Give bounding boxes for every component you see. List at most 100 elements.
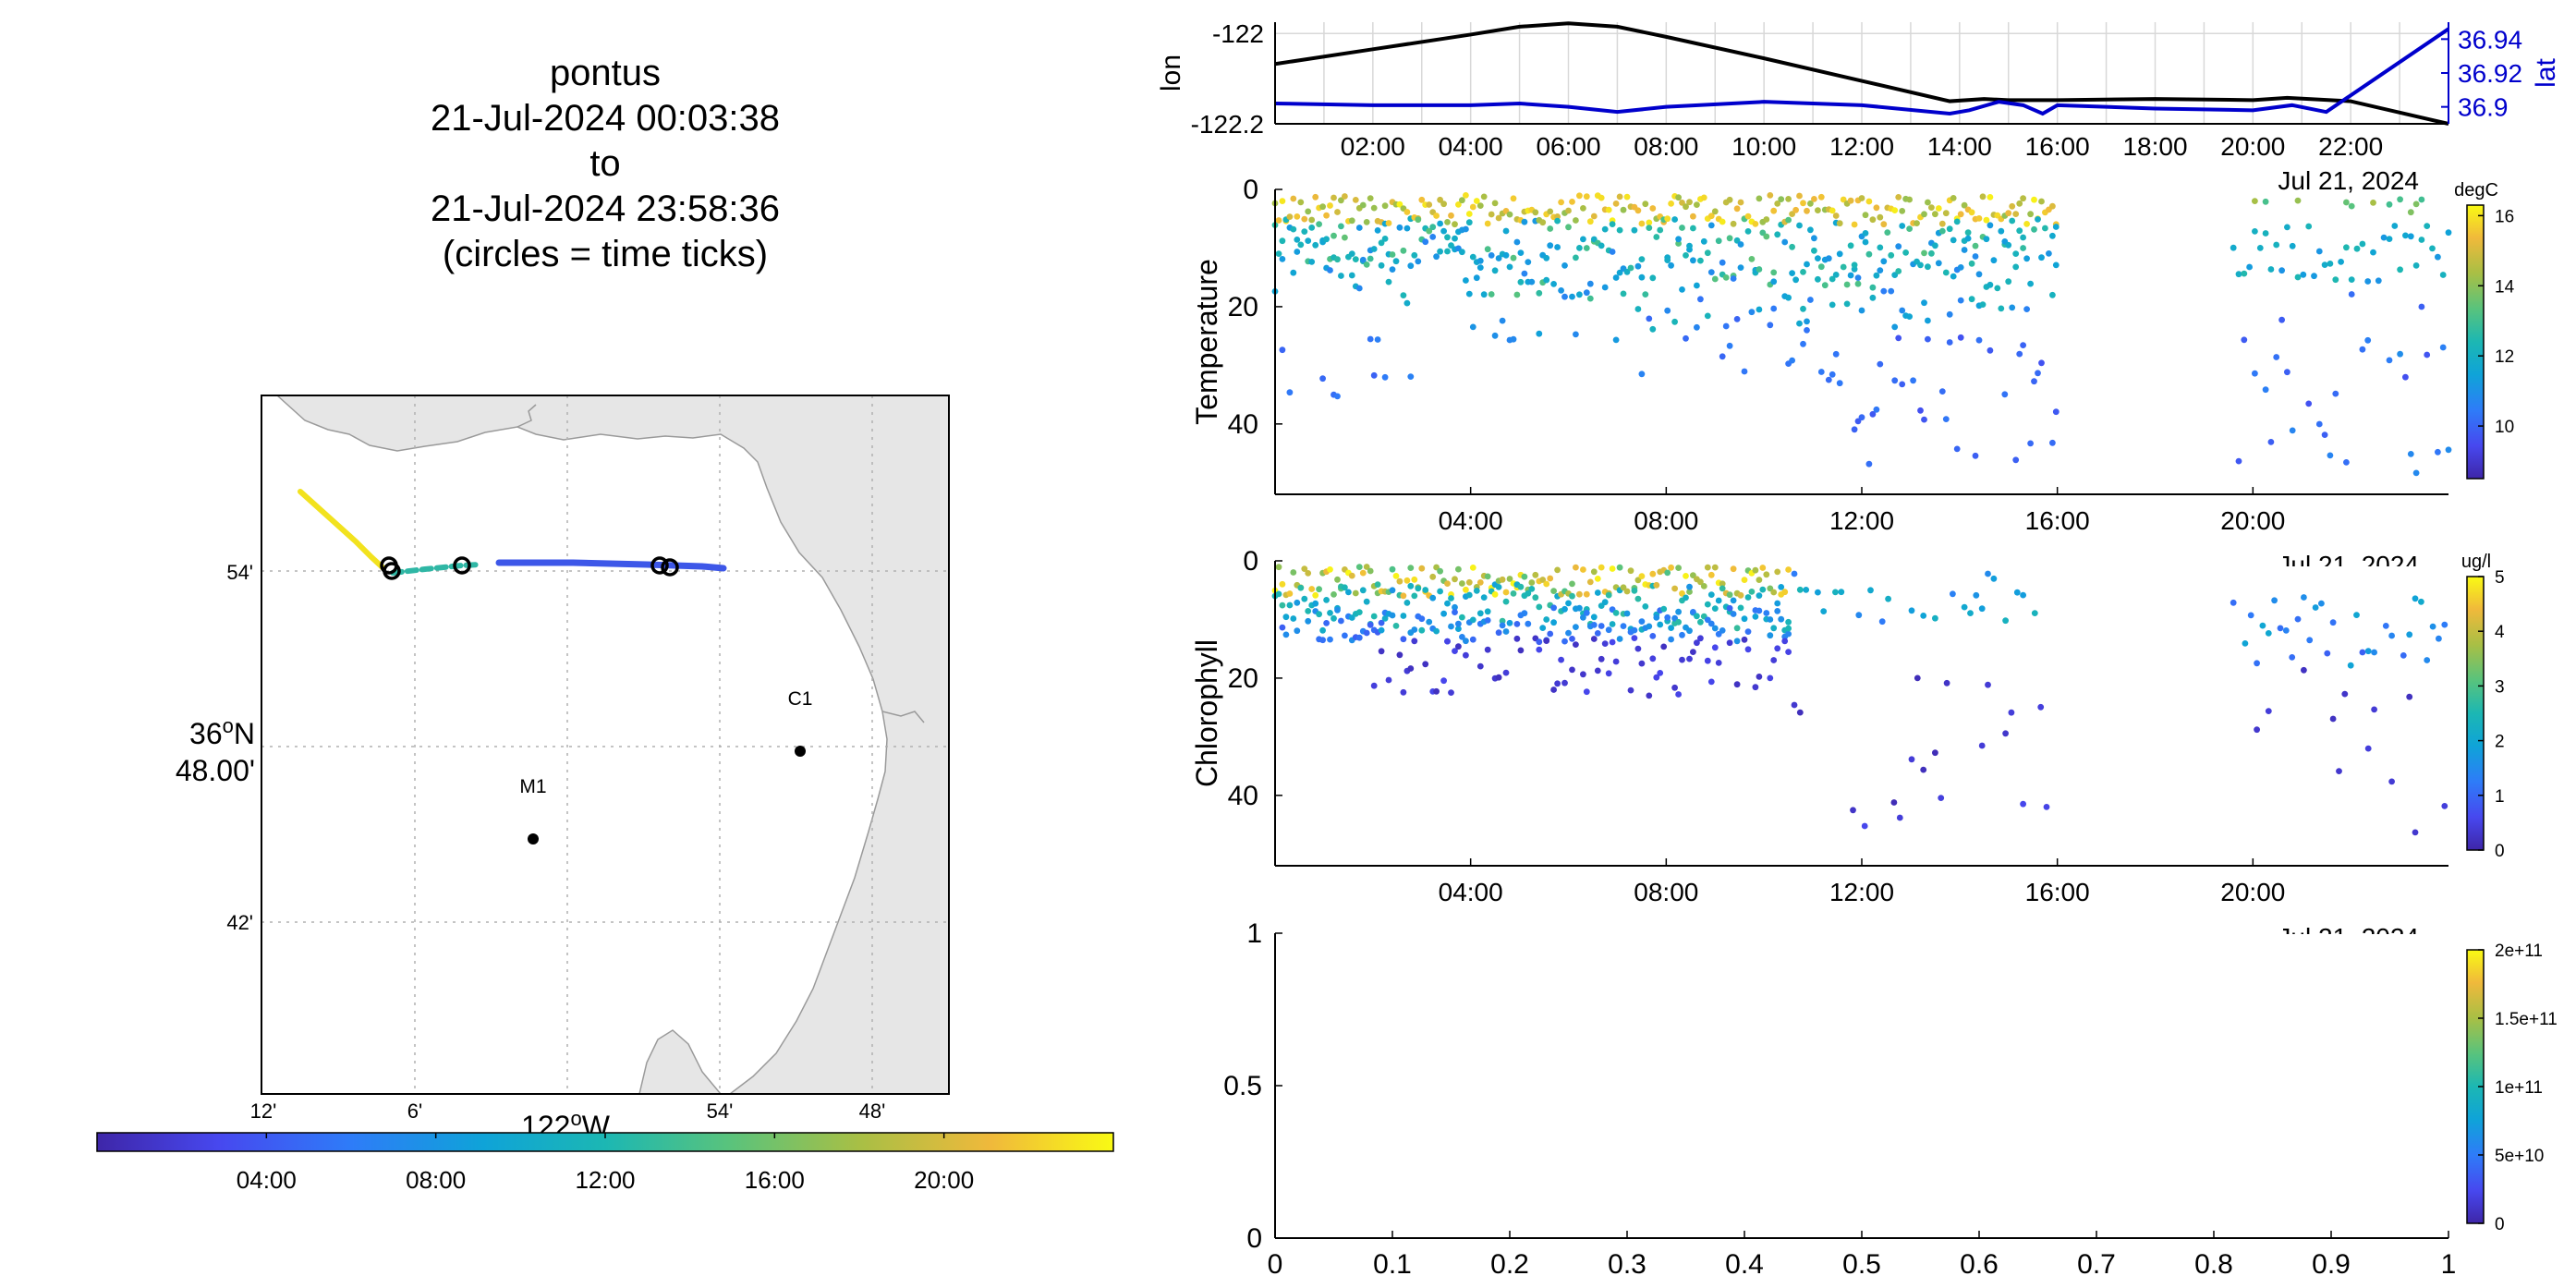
map-panel: M1 C1 54' 36oN 48.00' 42' 12' 6' 122oW 5…: [176, 395, 950, 1143]
temperature-point: [1664, 307, 1671, 314]
temperature-point: [1561, 262, 1568, 269]
chlorophyll-point: [1774, 568, 1781, 576]
temperature-point: [1294, 249, 1301, 255]
chlorophyll-point: [1767, 616, 1774, 623]
temperature-point: [1895, 268, 1902, 274]
temperature-point: [1455, 201, 1462, 208]
chlorophyll-point: [2254, 726, 2261, 734]
map-colorbar-tick-label: 20:00: [914, 1166, 974, 1194]
chlorophyll-point: [1444, 638, 1451, 645]
temperature-point: [1609, 221, 1616, 228]
lat-label-54: 54': [226, 561, 253, 584]
temperature-point: [2412, 469, 2420, 477]
chlorophyll-point: [1331, 591, 1337, 598]
temperature-point: [2397, 350, 2404, 358]
chlorophyll-point: [1770, 625, 1778, 632]
temperature-point: [1865, 460, 1873, 468]
temperature-point: [2348, 291, 2355, 298]
chlorophyll-point: [1327, 636, 1333, 643]
temperature-point: [1836, 250, 1843, 258]
chlorophyll-point: [1752, 684, 1759, 691]
temperature-point: [2424, 351, 2431, 358]
chlorophyll-point: [1513, 635, 1521, 642]
temperature-point: [1517, 249, 1525, 256]
temperature-point: [2009, 304, 2016, 311]
temperature-point: [1301, 215, 1308, 223]
temperature-point: [1437, 196, 1443, 203]
temperature-point: [1789, 243, 1795, 250]
temperature-point: [1558, 199, 1564, 206]
temperature-point: [2386, 200, 2393, 208]
temperature-point: [1510, 254, 1517, 261]
chlorophyll-point: [2008, 709, 2015, 716]
temperature-point: [1744, 228, 1752, 235]
chlorophyll-point: [1642, 603, 1649, 610]
chlorophyll-point: [1389, 565, 1396, 573]
temperature-point: [1469, 253, 1476, 261]
chlorophyll-point: [1491, 591, 1499, 598]
temperature-point: [1297, 199, 1305, 206]
temperature-point: [2300, 271, 2307, 278]
temperature-point: [1979, 193, 1987, 200]
chlorophyll-point: [2441, 621, 2448, 628]
temperature-point: [1664, 215, 1671, 223]
temperature-point: [1683, 334, 1689, 342]
chlorophyll-point: [1623, 610, 1631, 617]
temperature-point: [1583, 245, 1590, 251]
empty-y-tick-label: 0.5: [1223, 1071, 1262, 1101]
chlorophyll-point: [1433, 687, 1440, 695]
temperature-point: [1675, 240, 1682, 247]
chlorophyll-point: [1646, 692, 1653, 699]
temperature-point: [1807, 200, 1814, 207]
temperature-point: [1392, 258, 1400, 265]
chlorophyll-point: [1429, 594, 1437, 601]
chlorophyll-point: [1631, 626, 1638, 634]
temperature-point: [1444, 219, 1451, 225]
chlorophyll-y-ticks: 0 20 40: [1228, 546, 1282, 811]
chlorophyll-point: [1452, 609, 1458, 615]
chlorophyll-point: [1407, 582, 1415, 589]
chlorophyll-point: [1558, 656, 1564, 663]
chlorophyll-point: [1301, 595, 1308, 602]
position-x-tick-label: 04:00: [1439, 132, 1503, 161]
temperature-point: [1796, 192, 1803, 200]
temperature-point: [1359, 201, 1367, 209]
chlorophyll-point: [1700, 583, 1707, 589]
temperature-point: [1352, 197, 1359, 203]
chlorophyll-point: [1774, 600, 1781, 607]
position-panel: 02:00 04:00 06:00 08:00 10:00 12:00 14:00 16:00…: [1156, 19, 2561, 161]
temperature-point: [1407, 262, 1415, 270]
temperature-point: [2267, 439, 2275, 445]
temperature-point: [1804, 261, 1810, 268]
chlorophyll-point: [1601, 599, 1609, 606]
temperature-point: [1437, 220, 1443, 227]
chlorophyll-point: [1334, 576, 1341, 583]
chlorophyll-point: [1609, 638, 1616, 646]
position-y-ticks-left: -122 -122.2: [1191, 19, 1264, 139]
temperature-point: [1308, 216, 1316, 224]
temperature-point: [1675, 194, 1682, 201]
chlorophyll-point: [1363, 598, 1370, 605]
chlorophyll-point: [1590, 568, 1598, 576]
temperature-point: [1623, 193, 1631, 200]
temperature-point: [2311, 273, 2317, 280]
chlorophyll-point: [1594, 667, 1601, 674]
temperature-point: [1730, 220, 1737, 227]
temperature-point: [1829, 275, 1836, 283]
chlorophyll-point: [1580, 566, 1586, 573]
temperature-point: [1953, 445, 1961, 453]
chlorophyll-point: [1683, 594, 1689, 601]
temperature-point: [1679, 225, 1685, 231]
temperature-point: [1576, 192, 1583, 200]
chlorophyll-point: [1675, 565, 1682, 571]
temperature-point: [1869, 284, 1877, 291]
temperature-point: [1737, 241, 1744, 248]
temperature-point: [2402, 232, 2409, 239]
chlorophyll-point: [1675, 618, 1682, 626]
chlorophyll-point: [2265, 708, 2272, 714]
chlorophyll-point: [1605, 591, 1612, 599]
temperature-point: [1690, 225, 1696, 232]
temperature-point: [2370, 249, 2376, 256]
empty-colorbar-tick-label: 2e+11: [2495, 942, 2543, 961]
chlorophyll-point: [2242, 640, 2249, 647]
